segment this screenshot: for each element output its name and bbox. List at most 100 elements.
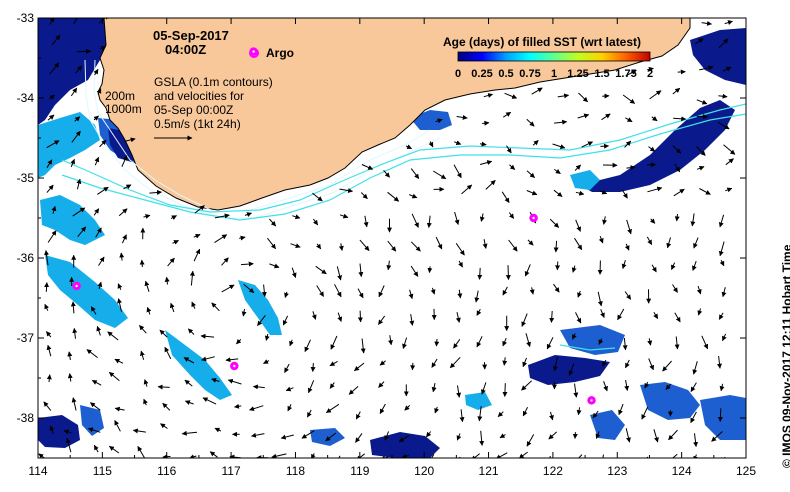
velocity-arrow — [461, 184, 473, 195]
velocity-arrow — [477, 406, 483, 422]
velocity-arrow — [674, 312, 681, 323]
velocity-arrow — [139, 350, 145, 360]
y-tick-label: -33 — [17, 11, 35, 25]
velocity-arrow — [387, 191, 400, 202]
velocity-arrow — [555, 261, 561, 271]
velocity-arrow — [193, 248, 201, 262]
velocity-arrow — [315, 265, 327, 275]
velocity-arrow — [240, 261, 254, 267]
velocity-arrow — [430, 454, 435, 458]
velocity-arrow — [471, 453, 481, 458]
velocity-arrow — [557, 93, 570, 99]
velocity-arrow — [521, 313, 528, 327]
velocity-arrow — [457, 289, 463, 299]
velocity-arrow — [74, 116, 81, 122]
velocity-arrow — [529, 287, 535, 295]
velocity-arrow — [578, 92, 588, 103]
x-tick-label: 123 — [607, 464, 627, 478]
velocity-arrow — [287, 404, 293, 412]
velocity-arrow — [94, 156, 100, 166]
velocity-arrow — [194, 205, 205, 214]
velocity-arrow — [267, 237, 276, 250]
velocity-arrow — [329, 382, 335, 389]
y-axis: -33 -34 -35 -36 -37 -38 — [17, 11, 746, 425]
velocity-arrow — [648, 146, 656, 152]
velocity-arrow — [137, 445, 146, 458]
velocity-arrow — [699, 188, 711, 195]
velocity-arrow — [117, 283, 123, 290]
velocity-arrow — [646, 236, 653, 246]
velocity-arrow — [95, 227, 102, 238]
colorbar-tick-label: 0.75 — [519, 68, 540, 80]
velocity-arrow — [280, 434, 294, 440]
velocity-arrow — [647, 66, 654, 72]
velocity-arrow — [426, 215, 432, 228]
velocity-arrow — [502, 338, 507, 347]
velocity-arrow — [666, 237, 672, 249]
velocity-arrow — [48, 94, 56, 100]
velocity-arrow — [665, 383, 672, 390]
colorbar-bar — [457, 51, 651, 62]
velocity-arrow — [401, 453, 409, 458]
y-tick-label: -35 — [17, 171, 35, 185]
velocity-arrow — [672, 284, 678, 293]
annotation-line-4: 0.5m/s (1kt 24h) — [154, 117, 241, 131]
velocity-arrow — [505, 265, 511, 281]
velocity-arrow — [159, 329, 168, 338]
velocity-arrow — [531, 87, 543, 95]
velocity-arrow — [257, 314, 266, 326]
southwest-light-patch — [45, 255, 128, 328]
velocity-arrow — [717, 121, 730, 130]
velocity-arrow — [625, 359, 630, 369]
velocity-arrow — [380, 455, 389, 458]
argo-float-center — [252, 50, 255, 53]
velocity-arrow — [93, 115, 99, 121]
velocity-arrow — [312, 192, 323, 202]
velocity-arrow — [673, 188, 685, 197]
velocity-arrow — [597, 291, 603, 307]
velocity-arrow — [454, 140, 462, 146]
x-tick-label: 125 — [736, 464, 756, 478]
velocity-arrow — [348, 386, 359, 395]
east-top-dark-patch — [690, 28, 746, 85]
velocity-arrow — [526, 170, 535, 178]
velocity-arrow — [722, 66, 732, 72]
velocity-arrow — [674, 336, 680, 350]
velocity-arrow — [546, 337, 554, 350]
velocity-arrow — [480, 382, 487, 395]
velocity-arrow — [426, 431, 432, 438]
argo-legend: Argo — [249, 46, 294, 60]
velocity-arrow — [47, 230, 57, 243]
velocity-arrow — [307, 380, 315, 394]
colorbar-title: Age (days) of filled SST (wrt latest) — [443, 35, 641, 49]
velocity-arrow — [718, 93, 728, 99]
velocity-arrow — [647, 186, 663, 193]
velocity-arrow — [718, 38, 729, 49]
colorbar-tick-label: 0.25 — [471, 68, 492, 80]
y-tick-label: -34 — [17, 91, 35, 105]
velocity-arrow — [71, 397, 77, 411]
velocity-arrow — [508, 212, 515, 219]
velocity-arrow — [329, 360, 338, 367]
velocity-arrow — [624, 243, 630, 251]
argo-float-center — [233, 364, 236, 368]
current-line-3 — [559, 344, 616, 351]
velocity-arrow — [90, 306, 97, 315]
velocity-arrow — [200, 333, 215, 339]
velocity-arrow — [410, 241, 421, 252]
velocity-arrow — [575, 190, 585, 196]
velocity-arrow — [98, 256, 105, 266]
velocity-arrow — [121, 234, 127, 244]
velocity-arrow — [581, 141, 594, 148]
velocity-arrow — [51, 205, 57, 214]
velocity-arrow — [456, 385, 462, 398]
velocity-arrow — [355, 411, 361, 420]
velocity-arrow — [90, 402, 101, 411]
velocity-arrow — [139, 259, 145, 268]
velocity-arrow — [377, 315, 386, 325]
velocity-arrow — [662, 360, 672, 372]
velocity-arrow — [312, 218, 319, 226]
velocity-arrow — [359, 239, 370, 251]
velocity-arrow — [690, 411, 697, 424]
